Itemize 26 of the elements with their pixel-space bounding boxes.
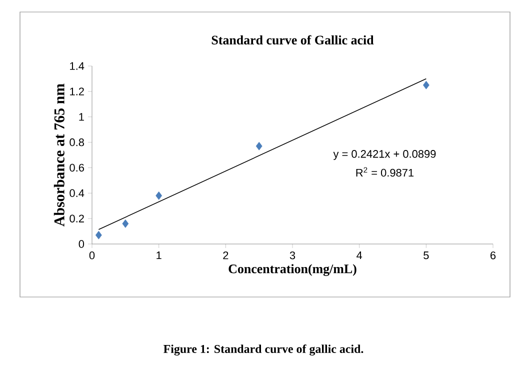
y-tick-label: 0.4 xyxy=(70,189,84,198)
point xyxy=(156,191,162,200)
x-tick-label: 5 xyxy=(424,252,429,260)
point xyxy=(122,219,129,228)
x-tick-label: 2 xyxy=(223,252,228,260)
y-tick-label: 0.2 xyxy=(70,214,84,222)
y-tick-label: 0 xyxy=(78,240,84,248)
x-tick-label: 0 xyxy=(89,252,95,260)
y-tick-label: 1.2 xyxy=(70,88,84,96)
point xyxy=(422,80,430,90)
x-tick-label: 3 xyxy=(290,252,296,260)
x-tick-label: 4 xyxy=(356,252,362,260)
x-tick-label: 6 xyxy=(490,252,496,260)
y-tick-label: 1.4 xyxy=(70,62,84,70)
y-tick-label: 1 xyxy=(79,113,84,121)
x-tick-label: 1 xyxy=(156,252,162,260)
annotation: y = 0.2421x + 0.0899 xyxy=(333,150,436,160)
annotation: R$^{2}$ = 0.9871 xyxy=(356,167,414,177)
y-tick-label: 0.6 xyxy=(70,164,84,172)
chart-title: Standard curve of Gallic acid xyxy=(212,35,374,44)
point xyxy=(256,142,262,150)
point xyxy=(95,230,102,240)
x-axis-title: Concentration(mg/mL) xyxy=(228,264,356,276)
caption: Figure 1: Standard curve of gallic acid. xyxy=(164,344,364,356)
y-tick-label: 0.8 xyxy=(70,138,84,146)
y-axis-title: Absorbance at 765 nm xyxy=(54,84,64,226)
